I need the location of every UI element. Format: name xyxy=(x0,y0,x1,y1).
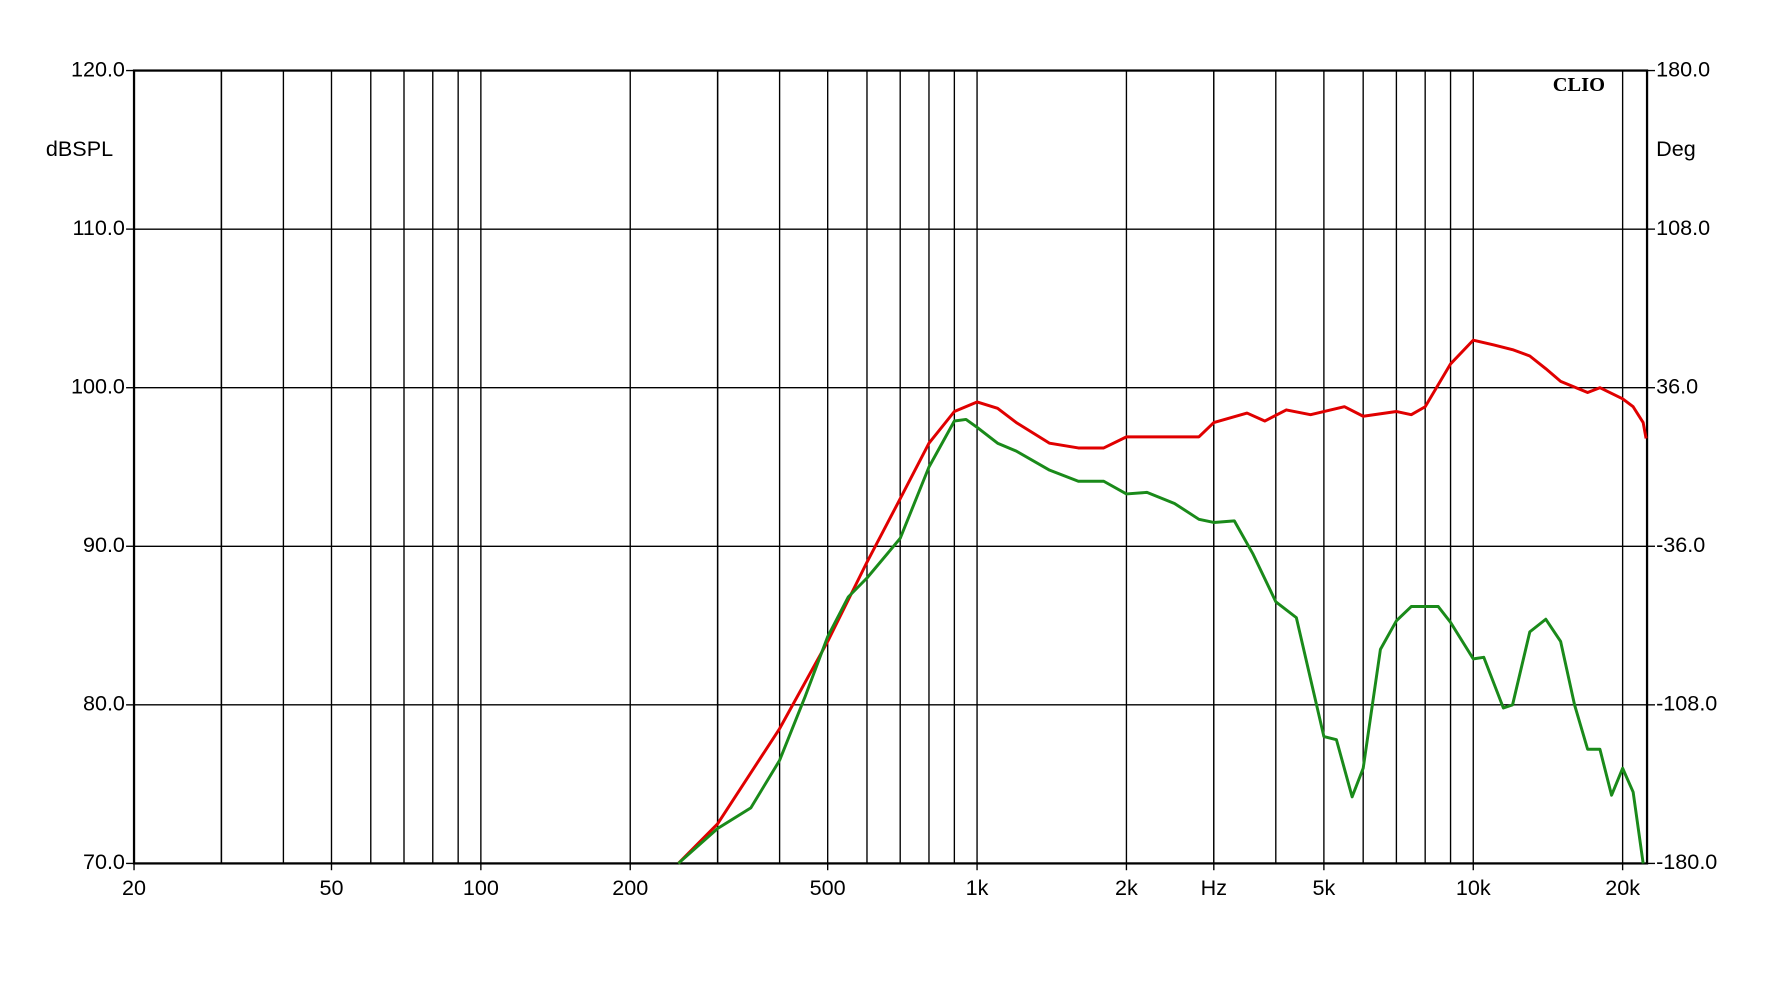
y2-tick-label: -108.0 xyxy=(1656,691,1717,716)
x-tick-label: 50 xyxy=(319,875,343,900)
x-tick-label: 20k xyxy=(1605,875,1640,900)
y2-tick-label: -180.0 xyxy=(1656,849,1717,874)
x-tick-label: 10k xyxy=(1456,875,1491,900)
x-tick-label: 1k xyxy=(966,875,989,900)
y2-tick-label: -36.0 xyxy=(1656,532,1705,557)
y2-tick-label: 36.0 xyxy=(1656,373,1698,398)
x-tick-label: 2k xyxy=(1115,875,1138,900)
y-tick-label: 70.0 xyxy=(83,849,125,874)
response-line xyxy=(677,417,1645,865)
x-tick-label: 5k xyxy=(1312,875,1335,900)
x-tick-label: 500 xyxy=(810,875,846,900)
y-axis-label: dBSPL xyxy=(46,136,113,161)
y-tick-label: 100.0 xyxy=(71,373,125,398)
y2-axis-label: Deg xyxy=(1656,136,1696,161)
x-tick-label: 100 xyxy=(463,875,499,900)
brand: CLIO xyxy=(1553,74,1605,96)
plot-frame xyxy=(132,69,1649,865)
y-tick-label: 80.0 xyxy=(83,691,125,716)
response-line xyxy=(677,338,1648,865)
y-tick-label: 110.0 xyxy=(73,215,125,240)
x-tick-label: 20 xyxy=(122,875,146,900)
y-tick-label: 90.0 xyxy=(83,532,125,557)
y2-tick-label: 180.0 xyxy=(1656,56,1710,81)
x-tick-label: 200 xyxy=(612,875,648,900)
y2-tick-label: 108.0 xyxy=(1656,215,1710,240)
x-tick-label: Hz xyxy=(1201,875,1227,900)
y-tick-label: 120.0 xyxy=(71,56,125,81)
